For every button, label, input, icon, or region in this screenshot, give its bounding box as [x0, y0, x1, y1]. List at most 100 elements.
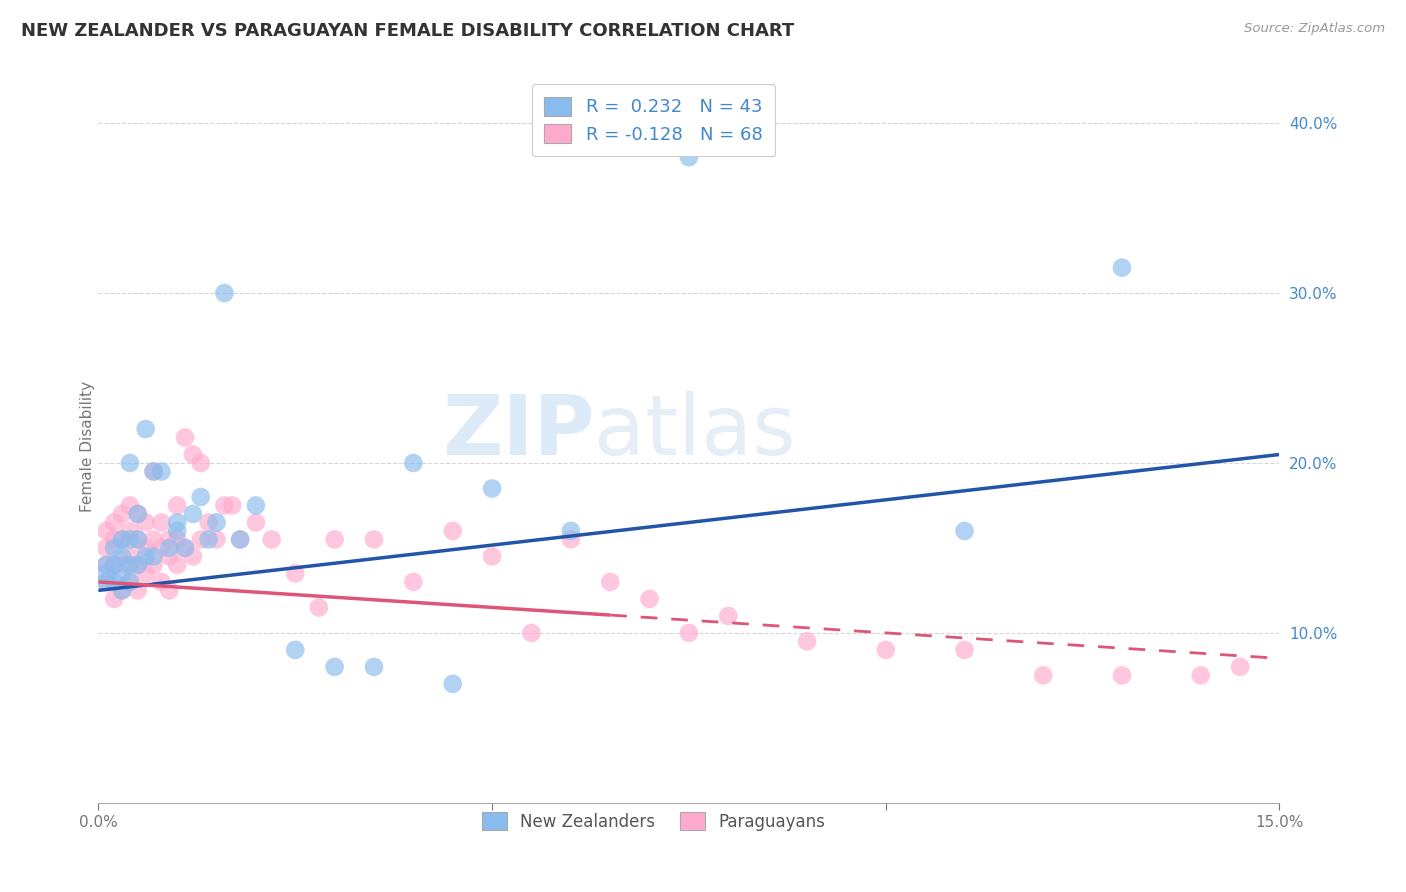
Point [96, 541, 118, 555]
Point [127, 533, 149, 547]
Point [142, 465, 165, 479]
Point [111, 533, 134, 547]
Point [96, 524, 118, 538]
Point [118, 574, 141, 589]
Point [245, 516, 267, 530]
Point [197, 533, 219, 547]
Point [135, 516, 157, 530]
Point [1111, 668, 1133, 682]
Point [441, 524, 464, 538]
Point [135, 422, 157, 436]
Point [135, 566, 157, 581]
Point [103, 558, 125, 572]
Y-axis label: Female Disability: Female Disability [80, 380, 94, 512]
Point [174, 430, 197, 444]
Point [205, 533, 228, 547]
Point [166, 533, 188, 547]
Point [323, 533, 346, 547]
Point [363, 533, 385, 547]
Point [214, 286, 236, 301]
Point [166, 558, 188, 572]
Point [229, 533, 252, 547]
Point [127, 507, 149, 521]
Point [96, 566, 118, 581]
Point [157, 541, 180, 555]
Text: ZIP: ZIP [441, 392, 595, 472]
Point [103, 516, 125, 530]
Text: Source: ZipAtlas.com: Source: ZipAtlas.com [1244, 22, 1385, 36]
Point [953, 643, 976, 657]
Point [284, 643, 307, 657]
Point [127, 558, 149, 572]
Point [1111, 260, 1133, 275]
Point [127, 583, 149, 598]
Point [142, 549, 165, 564]
Point [157, 583, 180, 598]
Point [402, 456, 425, 470]
Point [127, 507, 149, 521]
Point [560, 524, 582, 538]
Point [260, 533, 283, 547]
Point [96, 574, 118, 589]
Point [96, 558, 118, 572]
Point [166, 499, 188, 513]
Point [111, 566, 134, 581]
Text: atlas: atlas [595, 392, 796, 472]
Point [111, 507, 134, 521]
Point [103, 541, 125, 555]
Point [599, 574, 621, 589]
Point [638, 591, 661, 606]
Point [245, 499, 267, 513]
Point [174, 541, 197, 555]
Point [103, 574, 125, 589]
Point [150, 541, 173, 555]
Point [363, 660, 385, 674]
Point [157, 533, 180, 547]
Point [323, 660, 346, 674]
Point [481, 482, 503, 496]
Point [221, 499, 243, 513]
Point [142, 465, 165, 479]
Point [229, 533, 252, 547]
Point [181, 507, 204, 521]
Point [150, 574, 173, 589]
Point [111, 558, 134, 572]
Point [135, 549, 157, 564]
Point [875, 643, 897, 657]
Point [142, 558, 165, 572]
Point [678, 150, 700, 164]
Point [150, 465, 173, 479]
Point [1032, 668, 1054, 682]
Point [284, 566, 307, 581]
Point [103, 533, 125, 547]
Point [118, 524, 141, 538]
Point [166, 524, 188, 538]
Point [135, 541, 157, 555]
Point [1189, 668, 1212, 682]
Point [560, 533, 582, 547]
Point [678, 626, 700, 640]
Point [142, 533, 165, 547]
Point [190, 456, 212, 470]
Point [441, 677, 464, 691]
Point [205, 516, 228, 530]
Point [96, 574, 118, 589]
Point [1229, 660, 1251, 674]
Point [118, 456, 141, 470]
Point [118, 574, 141, 589]
Text: NEW ZEALANDER VS PARAGUAYAN FEMALE DISABILITY CORRELATION CHART: NEW ZEALANDER VS PARAGUAYAN FEMALE DISAB… [21, 22, 794, 40]
Point [111, 583, 134, 598]
Point [174, 541, 197, 555]
Point [181, 448, 204, 462]
Point [96, 558, 118, 572]
Point [127, 533, 149, 547]
Point [157, 549, 180, 564]
Point [190, 533, 212, 547]
Point [953, 524, 976, 538]
Point [520, 626, 543, 640]
Point [103, 591, 125, 606]
Point [111, 533, 134, 547]
Point [118, 558, 141, 572]
Point [402, 574, 425, 589]
Legend: New Zealanders, Paraguayans: New Zealanders, Paraguayans [475, 805, 832, 838]
